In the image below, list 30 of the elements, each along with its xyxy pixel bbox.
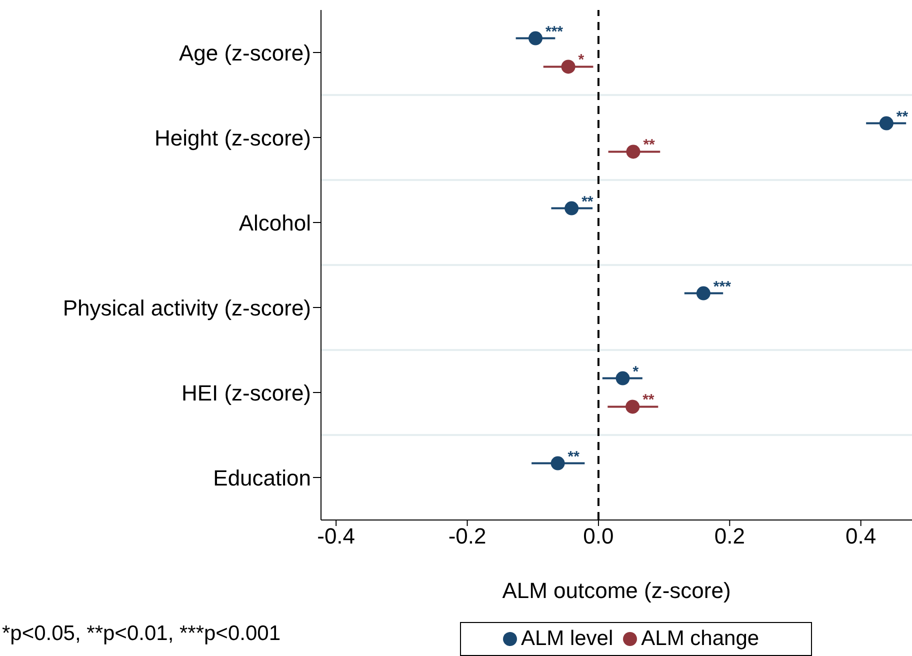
y-tick-label: Age (z-score) <box>178 40 311 66</box>
data-label: ** <box>896 108 908 126</box>
point <box>696 286 710 300</box>
data-label: *** <box>545 23 564 40</box>
y-tick-label: Education <box>213 465 311 490</box>
point <box>879 116 894 130</box>
point <box>550 456 565 470</box>
x-tick-label: 0.0 <box>583 524 614 549</box>
data-label: ** <box>642 392 654 409</box>
point <box>528 31 542 46</box>
data-label: *** <box>713 278 732 296</box>
data-label: ** <box>582 193 594 210</box>
data-label: * <box>632 363 639 380</box>
legend-label: ALM change <box>641 627 760 650</box>
x-tick-label: 0.4 <box>846 524 876 549</box>
y-tick-label: Height (z-score) <box>154 125 311 150</box>
point <box>564 201 579 216</box>
x-tick-label: 0.2 <box>714 524 745 549</box>
x-tick-label: -0.2 <box>448 524 486 549</box>
text: *p<0.05, **p<0.01, ***p<0.001 <box>2 622 280 646</box>
data-label: ** <box>568 448 580 466</box>
y-tick-label: HEI (z-score) <box>181 380 311 406</box>
x-axis-title: ALM outcome (z-score) <box>502 578 731 603</box>
y-tick-label: Physical activity (z-score) <box>62 295 311 320</box>
point <box>616 371 630 386</box>
x-tick-label: -0.4 <box>317 524 356 549</box>
legend-label: ALM level <box>520 627 614 650</box>
y-tick-label: Alcohol <box>238 210 311 236</box>
data-label: ** <box>643 136 656 154</box>
data-label: * <box>578 52 584 69</box>
